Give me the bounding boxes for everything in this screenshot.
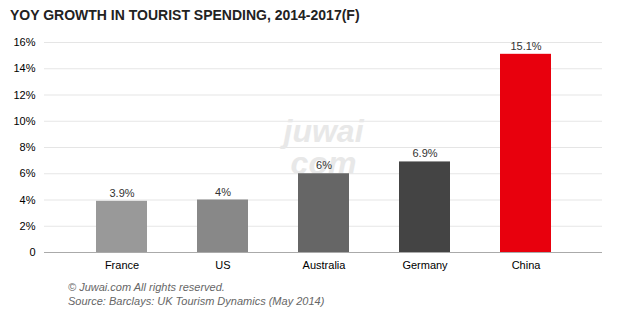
svg-text:US: US — [215, 259, 230, 271]
svg-text:0: 0 — [29, 246, 35, 258]
svg-text:4%: 4% — [20, 194, 36, 206]
svg-text:4%: 4% — [215, 186, 231, 198]
svg-text:6.9%: 6.9% — [412, 147, 437, 159]
html-text:© Juwai.com All rights reserve: © Juwai.com All rights reserved. — [68, 281, 225, 293]
svg-text:China: China — [512, 259, 542, 271]
svg-text:Australia: Australia — [303, 259, 347, 271]
svg-text:juwaicom: juwaicom — [279, 113, 364, 181]
svg-text:15.1%: 15.1% — [510, 40, 541, 52]
html-text:YOY GROWTH IN TOURIST SPENDING: YOY GROWTH IN TOURIST SPENDING, 2014-201… — [10, 7, 360, 23]
svg-text:8%: 8% — [20, 141, 36, 153]
html-text:Source: Barclays: UK Tourism D: Source: Barclays: UK Tourism Dynamics (M… — [68, 295, 325, 307]
svg-text:14%: 14% — [13, 62, 35, 74]
svg-text:16%: 16% — [13, 36, 35, 48]
svg-text:6%: 6% — [20, 167, 36, 179]
svg-text:3.9%: 3.9% — [109, 187, 134, 199]
svg-text:2%: 2% — [20, 220, 36, 232]
svg-text:Germany: Germany — [402, 259, 448, 271]
svg-text:12%: 12% — [13, 89, 35, 101]
svg-text:6%: 6% — [316, 159, 332, 171]
svg-text:10%: 10% — [13, 115, 35, 127]
svg-text:France: France — [105, 259, 139, 271]
